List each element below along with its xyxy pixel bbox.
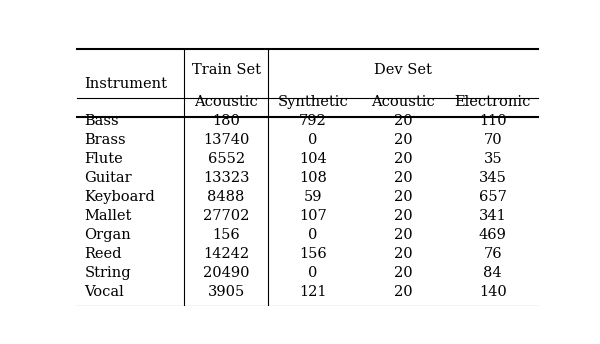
Text: 20: 20	[394, 114, 412, 128]
Text: 121: 121	[299, 286, 326, 299]
Text: 107: 107	[299, 209, 327, 223]
Text: Flute: Flute	[84, 152, 123, 166]
Text: Electronic: Electronic	[455, 95, 531, 109]
Text: Vocal: Vocal	[84, 286, 124, 299]
Text: 20: 20	[394, 190, 412, 204]
Text: 156: 156	[299, 247, 327, 261]
Text: Synthetic: Synthetic	[278, 95, 348, 109]
Text: String: String	[84, 266, 131, 280]
Text: 0: 0	[308, 228, 317, 242]
Text: Train Set: Train Set	[191, 63, 260, 77]
Text: Guitar: Guitar	[84, 171, 132, 185]
Text: Mallet: Mallet	[84, 209, 131, 223]
Text: 20: 20	[394, 228, 412, 242]
Text: 20490: 20490	[203, 266, 250, 280]
Text: 469: 469	[479, 228, 506, 242]
Text: 14242: 14242	[203, 247, 249, 261]
Text: 0: 0	[308, 266, 317, 280]
Text: 13740: 13740	[203, 133, 250, 147]
Text: 59: 59	[304, 190, 322, 204]
Text: 3905: 3905	[208, 286, 245, 299]
Text: Organ: Organ	[84, 228, 131, 242]
Text: 8488: 8488	[208, 190, 245, 204]
Text: 0: 0	[308, 133, 317, 147]
Text: Bass: Bass	[84, 114, 119, 128]
Text: 110: 110	[479, 114, 506, 128]
Text: Reed: Reed	[84, 247, 122, 261]
Text: 6552: 6552	[208, 152, 245, 166]
Text: Keyboard: Keyboard	[84, 190, 155, 204]
Text: 792: 792	[299, 114, 327, 128]
Text: 35: 35	[484, 152, 502, 166]
Text: 27702: 27702	[203, 209, 250, 223]
Text: 20: 20	[394, 133, 412, 147]
Text: Brass: Brass	[84, 133, 126, 147]
Text: 20: 20	[394, 266, 412, 280]
Text: Acoustic: Acoustic	[371, 95, 435, 109]
Text: 156: 156	[212, 228, 240, 242]
Text: 108: 108	[299, 171, 327, 185]
Text: 76: 76	[484, 247, 502, 261]
Text: 20: 20	[394, 247, 412, 261]
Text: 20: 20	[394, 286, 412, 299]
Text: 13323: 13323	[203, 171, 250, 185]
Text: Dev Set: Dev Set	[374, 63, 432, 77]
Text: 104: 104	[299, 152, 327, 166]
Text: 180: 180	[212, 114, 240, 128]
Text: 657: 657	[479, 190, 506, 204]
Text: 20: 20	[394, 171, 412, 185]
Text: 341: 341	[479, 209, 506, 223]
Text: 84: 84	[484, 266, 502, 280]
Text: 20: 20	[394, 152, 412, 166]
Text: Acoustic: Acoustic	[194, 95, 258, 109]
Text: 20: 20	[394, 209, 412, 223]
Text: 70: 70	[484, 133, 502, 147]
Text: Instrument: Instrument	[84, 77, 167, 91]
Text: 345: 345	[479, 171, 506, 185]
Text: 140: 140	[479, 286, 506, 299]
